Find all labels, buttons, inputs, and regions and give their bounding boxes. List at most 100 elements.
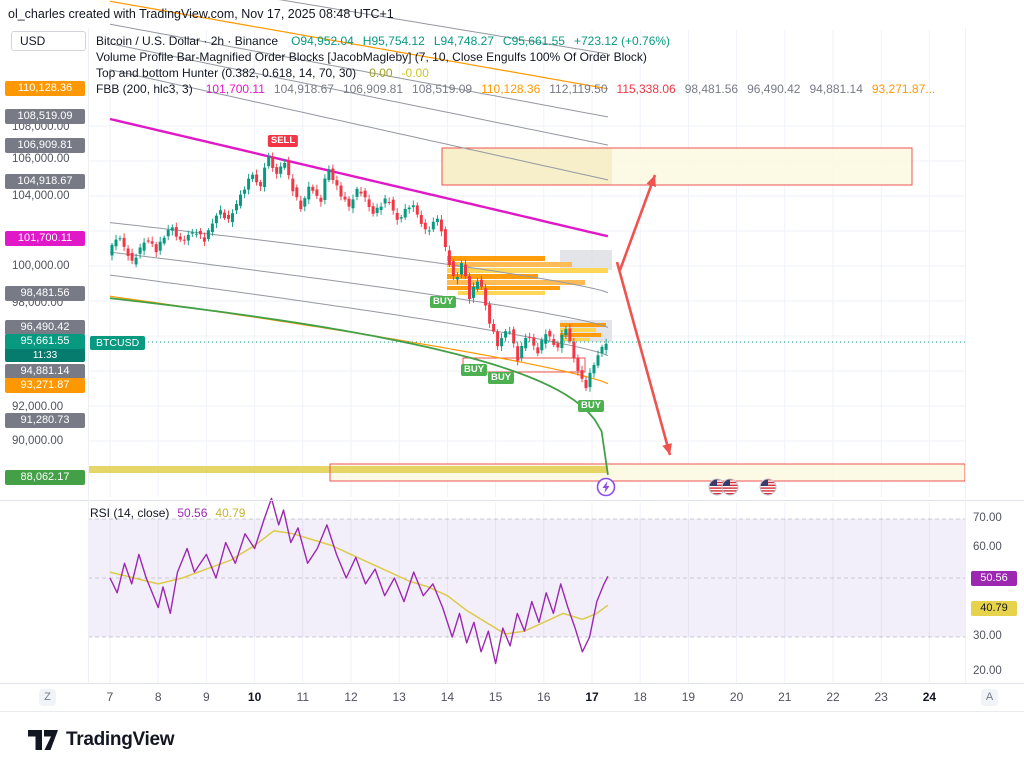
legend-value: 98,481.56	[684, 82, 739, 96]
fbb-band	[109, 43, 609, 146]
yellow-level-band	[88, 466, 608, 473]
current-price-badge: 95,661.55 11:33	[5, 334, 85, 362]
fbb-band	[278, 0, 608, 55]
buy-marker: BUY	[429, 296, 457, 308]
candlestick-series	[110, 152, 608, 392]
price-axis-label: 100,000.00	[12, 260, 70, 272]
legend-value: 110,128.36	[481, 82, 541, 96]
price-axis-label: 104,000.00	[12, 190, 70, 202]
price-axis-badge: 93,271.87	[5, 378, 85, 393]
price-axis-badge: 104,918.67	[5, 174, 85, 189]
watermark-text: ol_charles created with TradingView.com,…	[8, 7, 394, 21]
bar-countdown: 11:33	[5, 349, 85, 362]
indicator-row-volume-profile: Volume Profile Bar-Magnified Order Block…	[96, 49, 935, 65]
legend-value: 96,490.42	[747, 82, 801, 96]
indicator-top-bottom-hunter-label[interactable]: Top and bottom Hunter (0.382, 0.618, 14,…	[96, 66, 357, 80]
fbb-values: 101,700.11 104,918.67 106,909.81 108,519.09…	[193, 82, 936, 96]
tradingview-logo[interactable]: TradingView	[28, 728, 175, 751]
fbb-band	[109, 222, 609, 294]
tradingview-wordmark: TradingView	[66, 728, 175, 750]
price-axis-badge: 88,062.17	[5, 470, 85, 485]
price-axis-label: 108,000.00	[12, 121, 70, 133]
time-axis-label: 12	[344, 690, 358, 704]
sparkle-icon	[596, 477, 616, 497]
time-axis-label: 10	[247, 690, 262, 704]
legend-value: L94,748.27	[433, 34, 494, 48]
ohlc-values: O94,952.04 H95,754.12 L94,748.27 C95,661.55…	[278, 34, 670, 48]
time-axis-label: 11	[296, 690, 310, 704]
time-axis-label: 23	[874, 690, 888, 704]
tbh-values: 0.00 -0.00	[356, 66, 429, 80]
legend-value: 115,338.06	[616, 82, 676, 96]
symbol-title[interactable]: Bitcoin / U.S. Dollar · 2h · Binance	[96, 34, 279, 48]
buy-marker: BUY	[487, 372, 515, 384]
auto-scale-tag[interactable]: A	[981, 689, 998, 706]
price-axis-badge: 108,519.09	[5, 109, 85, 124]
us-flag-icon	[708, 478, 726, 496]
fbb-band	[109, 69, 609, 181]
rsi-axis-label: 20.00	[973, 665, 1002, 677]
time-axis-label: 9	[203, 690, 210, 704]
legend-value: C95,661.55	[502, 34, 565, 48]
fbb-band	[109, 251, 609, 328]
volume-profile-bar	[447, 262, 572, 267]
rsi-value: 50.56	[177, 506, 208, 520]
symbol-legend-row: Bitcoin / U.S. Dollar · 2h · Binance O94,…	[96, 33, 935, 49]
volume-profile-bar	[458, 291, 545, 295]
volume-profile-bar	[560, 323, 606, 327]
legend-value: 101,700.11	[205, 82, 265, 96]
volume-profile-bar	[447, 274, 538, 279]
fbb-band	[109, 117, 609, 238]
volume-profile-bar	[560, 328, 596, 332]
currency-button[interactable]: USD	[11, 31, 86, 51]
legend-value: 112,119.50	[549, 82, 608, 96]
rsi-legend-title[interactable]: RSI (14, close)	[90, 506, 170, 520]
current-price-value: 95,661.55	[5, 334, 85, 349]
us-flag-icon	[759, 478, 777, 496]
legend-value: 108,519.09	[412, 82, 473, 96]
rsi-axis-label: 60.00	[973, 541, 1002, 553]
tradingview-logo-mark	[28, 729, 58, 750]
buy-marker: BUY	[460, 364, 488, 376]
time-axis-label: 8	[154, 690, 162, 704]
rsi-axis-label: 70.00	[973, 512, 1002, 524]
price-axis-badge: 98,481.56	[5, 286, 85, 301]
time-axis-label: 7	[106, 690, 114, 704]
trend-arrow-down	[615, 261, 672, 456]
time-axis-label: 22	[826, 690, 840, 704]
legend-value: 94,881.14	[809, 82, 863, 96]
time-axis-label: 13	[392, 690, 406, 704]
time-axis-label: 14	[440, 690, 455, 704]
rsi-axis-label: 30.00	[973, 630, 1002, 642]
price-axis-badge: 91,280.73	[5, 413, 85, 428]
fbb-band	[109, 23, 608, 118]
time-axis-label: 19	[681, 690, 696, 704]
volume-profile-bar	[447, 280, 585, 285]
legend-value: 106,909.81	[342, 82, 404, 96]
legend-value: O94,952.04	[291, 34, 354, 48]
indicator-volume-profile-label[interactable]: Volume Profile Bar-Magnified Order Block…	[96, 50, 647, 64]
rsi-axis-label: 50.56	[971, 571, 1017, 586]
price-axis-label: 106,000.00	[12, 153, 70, 165]
buy-marker: BUY	[577, 400, 605, 412]
rsi-legend: RSI (14, close) 50.56 40.79	[90, 506, 253, 520]
volume-profile-bar	[560, 333, 601, 337]
volume-profile-bar	[447, 268, 608, 273]
rsi-ma-line	[109, 530, 609, 635]
time-axis-label: 21	[778, 690, 792, 704]
price-axis-badge: 106,909.81	[5, 138, 85, 153]
price-axis-badge: 96,490.42	[5, 320, 85, 335]
footer: TradingView	[0, 711, 1024, 766]
time-axis-label: 18	[633, 690, 647, 704]
sell-marker: SELL	[267, 135, 299, 147]
price-axis-label: 92,000.00	[12, 401, 64, 413]
indicator-fbb-label[interactable]: FBB (200, hlc3, 3)	[96, 82, 193, 96]
time-axis-label: 16	[537, 690, 551, 704]
rsi-ma-value: 40.79	[215, 506, 246, 520]
chart-legend: Bitcoin / U.S. Dollar · 2h · Binance O94,…	[96, 33, 935, 97]
volume-profile-bar	[563, 338, 590, 341]
timezone-tag[interactable]: Z	[39, 689, 56, 706]
legend-value: -0.00	[401, 66, 429, 80]
